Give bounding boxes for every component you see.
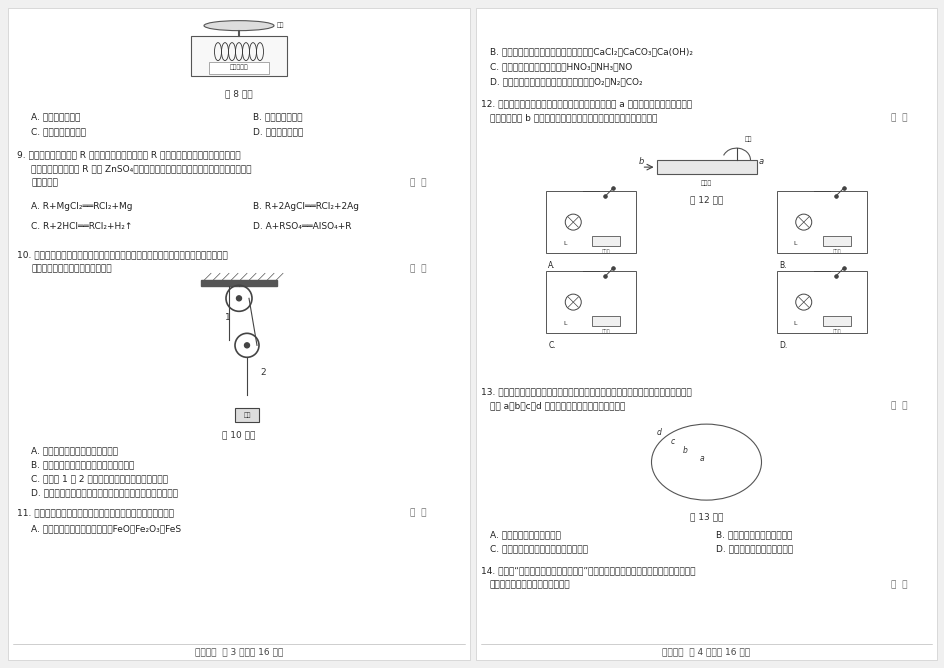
Text: A. 改变磁铁的磁极: A. 改变磁铁的磁极 [31,112,80,122]
Text: B. R+2AgCl══RCl₂+2Ag: B. R+2AgCl══RCl₂+2Ag [253,202,359,211]
Text: D. 将配重提升相同高度，用滑轮组与直接提升所做的功相等: D. 将配重提升相同高度，用滑轮组与直接提升所做的功相等 [31,488,177,497]
FancyBboxPatch shape [476,8,936,660]
Ellipse shape [690,450,722,474]
Text: 不计摩擦，下列情况分析正确的是: 不计摩擦，下列情况分析正确的是 [31,265,111,273]
Text: （  ）: （ ） [890,401,906,410]
Text: C. 氮元素的化合价由高到低：HNO₃、NH₃、NO: C. 氮元素的化合价由高到低：HNO₃、NH₃、NO [489,62,632,71]
Text: B. 拉力移动的距离与配重上升的距离相同: B. 拉力移动的距离与配重上升的距离相同 [31,460,134,470]
Text: 9. 科学兴趣小组对金属 R 的活动性探究时发现：将 R 放入稀硫酸中，有气泡产生，同时: 9. 科学兴趣小组对金属 R 的活动性探究时发现：将 R 放入稀硫酸中，有气泡产… [17,150,241,160]
Text: C. 沿方向 1 与 2 匀速拉动配重，所用的力大小相等: C. 沿方向 1 与 2 匀速拉动配重，所用的力大小相等 [31,474,168,484]
Text: L: L [793,241,797,246]
Text: 交流信号源: 交流信号源 [229,65,248,70]
Bar [546,271,635,333]
Circle shape [244,343,249,348]
Text: D. 空气中主要气体的体积分数由大到小：O₂、N₂、CO₂: D. 空气中主要气体的体积分数由大到小：O₂、N₂、CO₂ [489,77,642,86]
Text: 图中 a、b、c、d 四图所表示的结构与层次对应的是: 图中 a、b、c、d 四图所表示的结构与层次对应的是 [489,401,624,410]
Text: 铅笔芯: 铅笔芯 [601,249,610,254]
Ellipse shape [204,21,274,31]
Text: L: L [563,321,566,326]
Bar [592,316,619,326]
Bar [191,35,287,75]
Bar [822,316,850,326]
Text: C. R+2HCl══RCl₂+H₂↑: C. R+2HCl══RCl₂+H₂↑ [31,222,132,231]
Text: 铅笔芯: 铅笔芯 [832,249,840,254]
Bar [656,160,756,174]
Bar [235,408,259,422]
Text: 第 13 题图: 第 13 题图 [689,512,722,521]
Text: B. 改变电流的大小: B. 改变电流的大小 [253,112,302,122]
Text: C. 地月系一太阳系一银河系一河外星系: C. 地月系一太阳系一银河系一河外星系 [489,544,587,553]
Text: C. 改变磁铁磁性强弱: C. 改变磁铁磁性强弱 [31,128,86,136]
Text: 式正确的是: 式正确的是 [31,178,58,187]
Text: 铅笔芯: 铅笔芯 [700,180,712,186]
Bar [209,61,269,73]
Bar [822,236,850,246]
Bar [201,281,277,287]
Text: a: a [758,157,763,166]
Text: （  ）: （ ） [890,113,906,122]
Text: （  ）: （ ） [890,580,906,589]
Circle shape [236,296,242,301]
Text: D. A+RSO₄══AlSO₄+R: D. A+RSO₄══AlSO₄+R [253,222,351,231]
Text: A. 铁元素的质量分数由高到低：FeO、Fe₂O₃、FeS: A. 铁元素的质量分数由高到低：FeO、Fe₂O₃、FeS [31,524,181,533]
Text: 生成正二价的盐；将 R 放入 ZnSO₄溶液中无任何变化。根据以上信息，下列化学方程: 生成正二价的盐；将 R 放入 ZnSO₄溶液中无任何变化。根据以上信息，下列化学… [31,164,251,173]
Ellipse shape [664,433,748,491]
Text: 铅笔芯: 铅笔芯 [601,329,610,334]
Text: D. 改变线圈的匝数: D. 改变线圈的匝数 [253,128,303,136]
Text: A.: A. [548,261,555,270]
Text: L: L [563,241,566,246]
Text: A. R+MgCl₂══RCl₂+Mg: A. R+MgCl₂══RCl₂+Mg [31,202,132,211]
Text: 10. 为便于研究，高速赛艇材中锯轮力部分的机械结构可简化为如图所示的滑轮组。若: 10. 为便于研究，高速赛艇材中锯轮力部分的机械结构可简化为如图所示的滑轮组。若 [17,250,228,259]
Text: 第 10 题图: 第 10 题图 [222,430,256,440]
Text: B. 原子一原子核一原子一分子: B. 原子一原子核一原子一分子 [715,530,791,539]
Text: C.: C. [548,341,555,350]
Text: B. 钙的化合物在水中的溶解性由大到小：CaCl₂、CaCO₃、Ca(OH)₂: B. 钙的化合物在水中的溶解性由大到小：CaCl₂、CaCO₃、Ca(OH)₂ [489,47,692,56]
Text: B.: B. [778,261,785,270]
Text: 开关: 开关 [744,136,751,142]
Text: （  ）: （ ） [410,265,426,273]
Text: 纸量: 纸量 [277,23,284,29]
Bar [776,191,866,253]
Text: D. 细胞一类胚一机械粒一粒量: D. 细胞一类胚一机械粒一粒量 [715,544,792,553]
Bar [592,236,619,246]
Text: b: b [638,157,643,166]
Text: 科学试卷  第 3 页（共 16 页）: 科学试卷 第 3 页（共 16 页） [194,647,283,656]
Text: L: L [793,321,797,326]
Text: d: d [656,428,661,437]
Text: 1: 1 [225,313,230,323]
Text: 铅笔芯: 铅笔芯 [832,329,840,334]
Ellipse shape [650,424,761,500]
Text: （  ）: （ ） [410,178,426,187]
Text: 科学试卷  第 4 页（共 16 页）: 科学试卷 第 4 页（共 16 页） [662,647,750,656]
Text: 第 8 题图: 第 8 题图 [225,90,253,98]
Bar [546,191,635,253]
Text: 配重: 配重 [243,413,250,418]
FancyBboxPatch shape [8,8,469,660]
Ellipse shape [677,442,734,482]
Text: 13. 进化结构与层次的观念，有利于我们认识越复杂的生物世界。下列各项中，依次与: 13. 进化结构与层次的观念，有利于我们认识越复杂的生物世界。下列各项中，依次与 [480,387,691,396]
Text: a: a [700,454,704,463]
Text: c: c [669,437,674,446]
Text: A. 系统一器官一组织一细胞: A. 系统一器官一组织一细胞 [489,530,560,539]
Text: 关后，把导线 b 沿铅笔芯向右移动，灯泡变亮。则他设计的电路图是: 关后，把导线 b 沿铅笔芯向右移动，灯泡变亮。则他设计的电路图是 [489,113,656,122]
Text: 14. 小明在“观察小鱼尾鳍内的血液流动”实验中，观察到如图所示的血液流动情况，对: 14. 小明在“观察小鱼尾鳍内的血液流动”实验中，观察到如图所示的血液流动情况，… [480,566,695,575]
Text: A. 两个滑轮在绳置中起的作用相同: A. 两个滑轮在绳置中起的作用相同 [31,446,118,456]
Text: D.: D. [778,341,786,350]
Text: （  ）: （ ） [410,508,426,517]
Bar [776,271,866,333]
Text: 2: 2 [260,368,265,377]
Text: 第 12 题图: 第 12 题图 [689,195,722,204]
Text: b: b [683,446,687,455]
Text: 于该实验，下列有关叙述正确的是: 于该实验，下列有关叙述正确的是 [489,580,570,589]
Text: 12. 如图是小明设计连接的铅笔芯变阻器电路，将导线 a 固定在铅笔芯一端，闭合开: 12. 如图是小明设计连接的铅笔芯变阻器电路，将导线 a 固定在铅笔芯一端，闭合… [480,99,691,108]
Text: 11. 小明学习了元素和物质的知识，进行了梳理，其中正确的是: 11. 小明学习了元素和物质的知识，进行了梳理，其中正确的是 [17,508,174,517]
